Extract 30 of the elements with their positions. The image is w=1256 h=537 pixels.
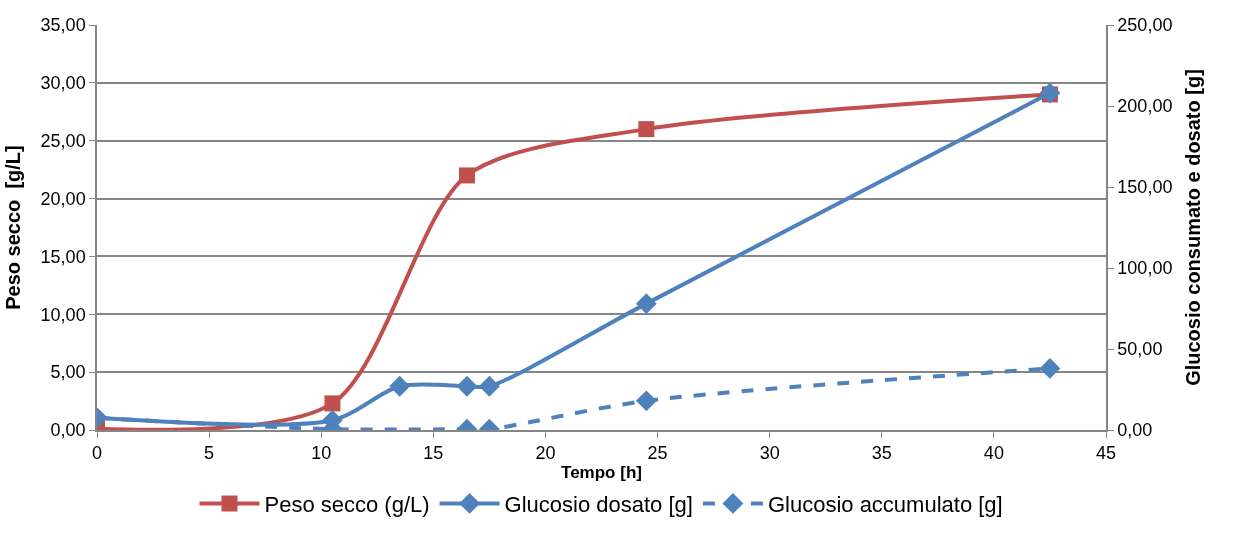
y2-tick-label: 50,00 (1117, 339, 1163, 360)
y-tick-label: 35,00 (40, 15, 86, 36)
y2-tick-label: 250,00 (1117, 15, 1173, 36)
y-axis-title: Peso secco [g/L] (1, 145, 24, 310)
x-tick-label: 35 (871, 443, 892, 464)
y-tick-label: 30,00 (40, 73, 86, 94)
y2-axis-title: Glucosio consumato e dosato [g] (1182, 69, 1205, 386)
y2-tick-label: 150,00 (1117, 177, 1173, 198)
x-tick-label: 25 (647, 443, 668, 464)
x-axis-title: Tempo [h] (561, 463, 642, 483)
y2-tick-label: 100,00 (1117, 258, 1173, 279)
legend-label: Peso secco (g/L) (264, 492, 430, 518)
y-tick-label: 5,00 (50, 362, 86, 383)
x-tick-label: 15 (423, 443, 444, 464)
legend-label: Glucosio accumulato [g] (767, 492, 1003, 518)
x-tick-label: 5 (204, 443, 215, 464)
x-tick-label: 45 (1095, 443, 1117, 464)
x-tick-label: 40 (983, 443, 1004, 464)
legend-label: Glucosio dosato [g] (504, 492, 693, 518)
y2-tick-label: 200,00 (1117, 96, 1173, 117)
x-tick-label: 0 (91, 443, 103, 464)
y-tick-label: 10,00 (40, 304, 86, 325)
x-tick-label: 30 (759, 443, 780, 464)
y-tick-label: 15,00 (40, 246, 86, 267)
y-tick-label: 20,00 (40, 188, 86, 209)
y-tick-label: 0,00 (50, 420, 86, 441)
y-tick-label: 25,00 (40, 131, 86, 152)
x-tick-label: 20 (535, 443, 556, 464)
x-tick-label: 10 (311, 443, 332, 464)
y2-tick-label: 0,00 (1117, 420, 1153, 441)
